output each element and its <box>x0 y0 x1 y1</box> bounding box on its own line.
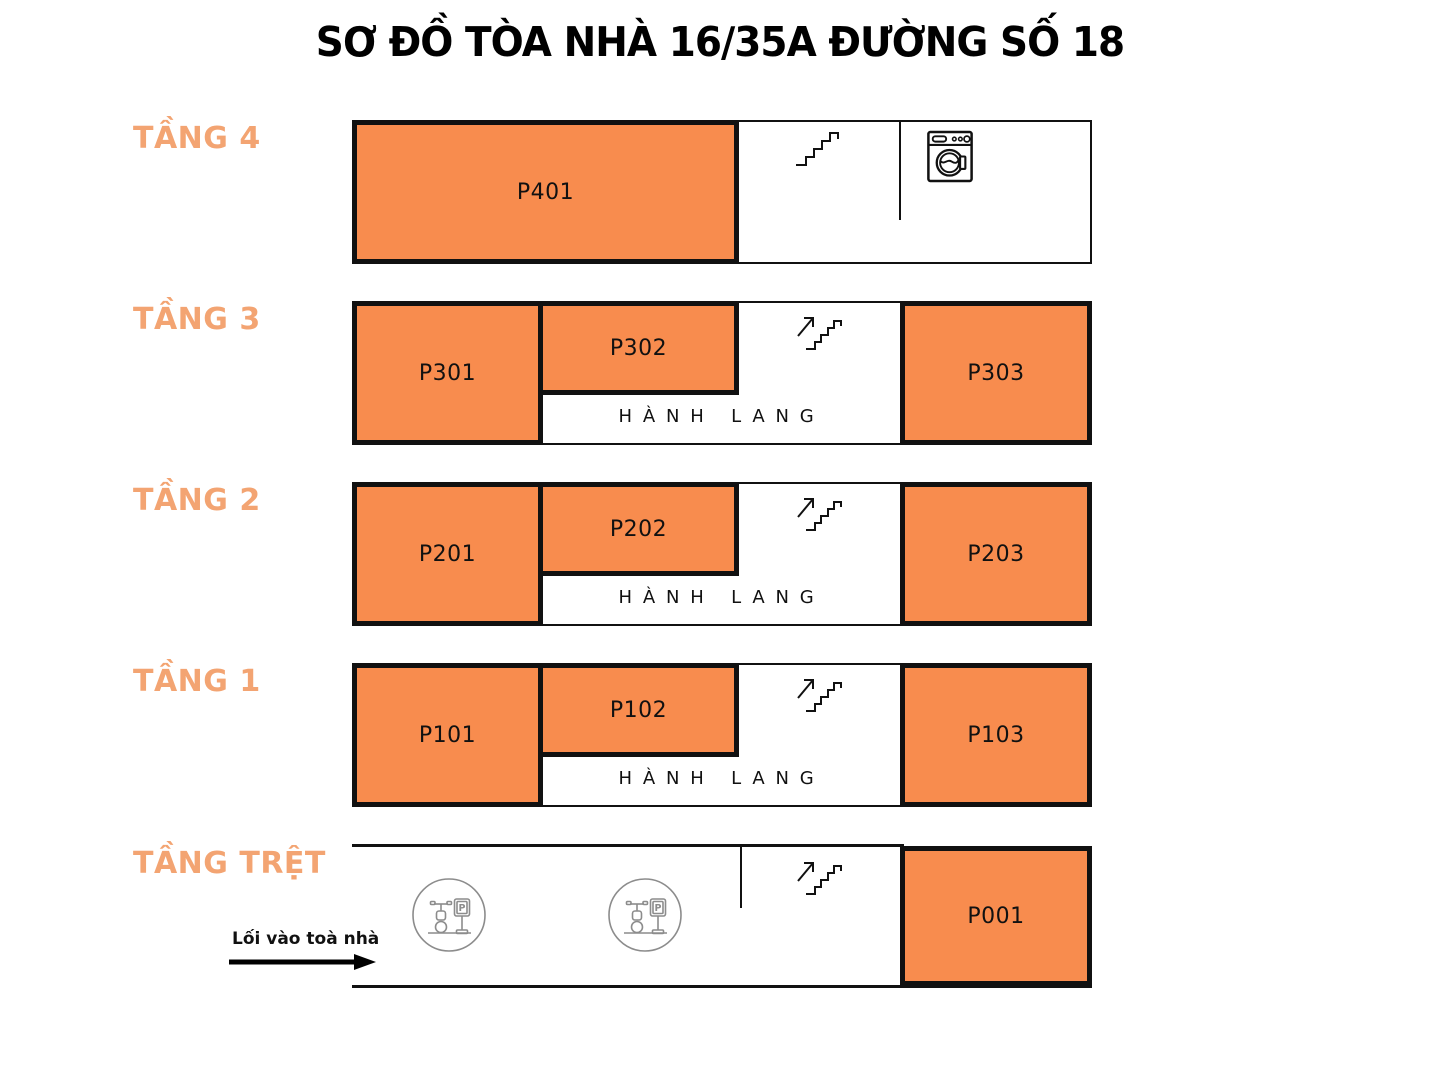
motorbike-parking-icon: P <box>608 878 682 952</box>
room-P302: P302 <box>538 301 739 395</box>
room-label: P303 <box>967 360 1025 386</box>
room-P202: P202 <box>538 482 739 576</box>
room-P303: P303 <box>900 301 1092 445</box>
room-P103: P103 <box>900 663 1092 807</box>
room-P101: P101 <box>352 663 543 807</box>
room-label: P203 <box>967 541 1025 567</box>
room-label: P202 <box>609 516 668 542</box>
stairs-icon <box>796 132 839 166</box>
wall-divider <box>740 844 742 908</box>
floor-label-tang-2: TẦNG 2 <box>133 483 261 518</box>
room-label: P201 <box>418 541 477 567</box>
room-P401: P401 <box>352 120 739 264</box>
ground-bottom-wall <box>352 985 1092 988</box>
corridor-label: HÀNH LANG <box>618 768 825 789</box>
corridor-label: HÀNH LANG <box>618 587 825 608</box>
room-label: P301 <box>418 360 477 386</box>
floor-tang-2: P201 P202 P203 HÀNH LANG <box>352 482 1092 626</box>
entrance-label: Lối vào toà nhà <box>232 929 380 949</box>
room-P203: P203 <box>900 482 1092 626</box>
floor-label-tang-3: TẦNG 3 <box>133 302 261 337</box>
page-title: SƠ ĐỒ TÒA NHÀ 16/35A ĐƯỜNG SỐ 18 <box>315 18 1125 66</box>
floor-tang-tret: P001 P <box>352 844 1092 988</box>
room-P102: P102 <box>538 663 739 757</box>
parking-sign-letter: P <box>655 903 662 914</box>
floor-label-tang-1: TẦNG 1 <box>133 664 261 699</box>
room-P201: P201 <box>352 482 543 626</box>
room-label: P103 <box>967 722 1025 748</box>
stairs-up-arrow-icon <box>797 317 842 350</box>
wall-divider <box>899 122 901 220</box>
room-P001: P001 <box>900 846 1092 986</box>
motorbike-parking-icon: P <box>412 878 486 952</box>
floor-label-tang-tret: TẦNG TRỆT <box>133 846 326 881</box>
washing-machine-icon <box>927 130 973 183</box>
room-label: P302 <box>609 335 668 361</box>
corridor-label: HÀNH LANG <box>618 406 825 427</box>
room-label: P001 <box>967 903 1025 929</box>
parking-sign-letter: P <box>459 903 466 914</box>
room-P301: P301 <box>352 301 543 445</box>
floor-tang-4: P401 <box>352 120 1092 264</box>
floor-tang-3: P301 P302 P303 HÀNH LANG <box>352 301 1092 445</box>
common-area-tang-4 <box>737 120 1092 264</box>
floor-label-tang-4: TẦNG 4 <box>133 121 261 156</box>
room-label: P101 <box>418 722 477 748</box>
room-label: P102 <box>609 697 668 723</box>
ground-top-wall <box>352 844 904 847</box>
stairs-up-arrow-icon <box>797 862 842 895</box>
room-label: P401 <box>516 179 575 205</box>
stairs-up-arrow-icon <box>797 679 842 712</box>
floor-tang-1: P101 P102 P103 HÀNH LANG <box>352 663 1092 807</box>
stairs-up-arrow-icon <box>797 498 842 531</box>
entrance-arrow-icon <box>229 954 376 970</box>
